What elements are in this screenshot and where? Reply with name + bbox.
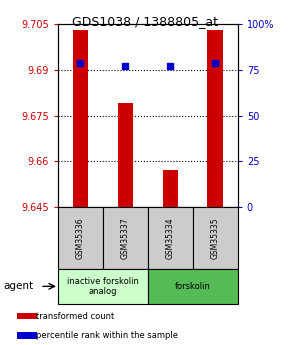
Bar xyxy=(148,269,238,304)
Text: percentile rank within the sample: percentile rank within the sample xyxy=(37,331,178,340)
Bar xyxy=(117,104,133,207)
Bar xyxy=(17,332,37,339)
Bar xyxy=(193,207,238,269)
Text: GSM35337: GSM35337 xyxy=(121,217,130,259)
Bar xyxy=(58,269,148,304)
Text: inactive forskolin
analog: inactive forskolin analog xyxy=(67,277,139,296)
Text: GDS1038 / 1388805_at: GDS1038 / 1388805_at xyxy=(72,16,218,29)
Bar xyxy=(103,207,148,269)
Text: GSM35336: GSM35336 xyxy=(76,217,85,259)
Text: GSM35335: GSM35335 xyxy=(211,217,220,259)
Bar xyxy=(72,30,88,207)
Text: GSM35334: GSM35334 xyxy=(166,217,175,259)
Bar xyxy=(58,207,103,269)
Text: forskolin: forskolin xyxy=(175,282,211,291)
Bar xyxy=(148,207,193,269)
Bar xyxy=(207,30,223,207)
Bar xyxy=(17,313,37,319)
Text: agent: agent xyxy=(3,282,33,291)
Text: transformed count: transformed count xyxy=(37,312,115,321)
Bar xyxy=(162,170,178,207)
